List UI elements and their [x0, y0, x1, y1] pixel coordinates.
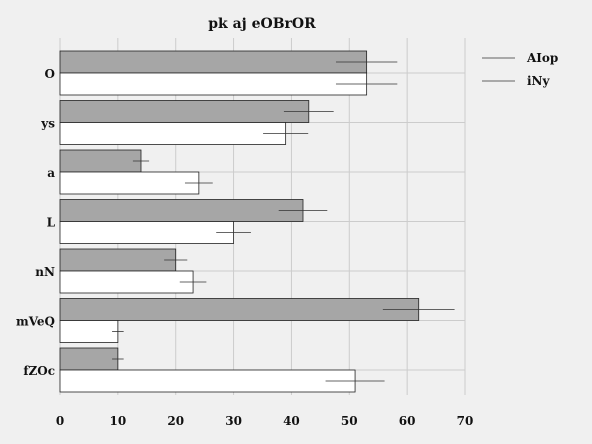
x-tick-label-0: 0 [56, 414, 64, 428]
bar-iny-ys [59, 122, 287, 145]
bar-iny-fzoc [59, 369, 356, 393]
x-tick-label-30: 30 [225, 414, 242, 428]
y-tick-label-ys: ys [40, 117, 55, 131]
bar-aiop-a [59, 149, 142, 173]
bar-iny-l [59, 221, 234, 244]
x-tick-label-20: 20 [167, 414, 184, 428]
x-tick-label-70: 70 [457, 414, 474, 428]
bar-aiop-ys [59, 100, 310, 123]
y-tick-label-a: a [47, 166, 55, 180]
chart-title: pk aj eOBrOR [208, 16, 316, 32]
x-tick-labels: 0 10 20 30 40 50 60 70 [56, 414, 474, 428]
x-tick-label-60: 60 [399, 414, 416, 428]
bar-aiop-fzoc [59, 347, 119, 371]
bar-iny-o [59, 72, 368, 96]
legend-label-aiop: AIop [526, 51, 558, 65]
y-tick-label-o: O [45, 67, 55, 81]
bar-iny-mveq [59, 320, 119, 343]
bar-iny-nn [59, 270, 194, 294]
bar-aiop-nn [59, 248, 177, 272]
x-tick-label-50: 50 [341, 414, 358, 428]
y-tick-label-l: L [47, 216, 56, 230]
legend-label-iny: iNy [527, 74, 551, 88]
bar-iny-a [59, 171, 200, 195]
x-tick-label-40: 40 [283, 414, 300, 428]
bar-aiop-mveq [59, 298, 420, 321]
bars [59, 50, 420, 393]
y-tick-label-fzoc: fZOc [23, 364, 55, 378]
bar-aiop-l [59, 199, 304, 222]
y-tick-labels: Oys a LnN mVeQ fZOc [16, 67, 56, 378]
y-tick-label-mveq: mVeQ [16, 315, 55, 329]
bar-aiop-o [59, 50, 368, 74]
error-bars [112, 61, 455, 382]
y-tick-label-nn: nN [35, 265, 55, 279]
x-tick-label-10: 10 [110, 414, 127, 428]
legend: AIop iNy [482, 51, 558, 88]
